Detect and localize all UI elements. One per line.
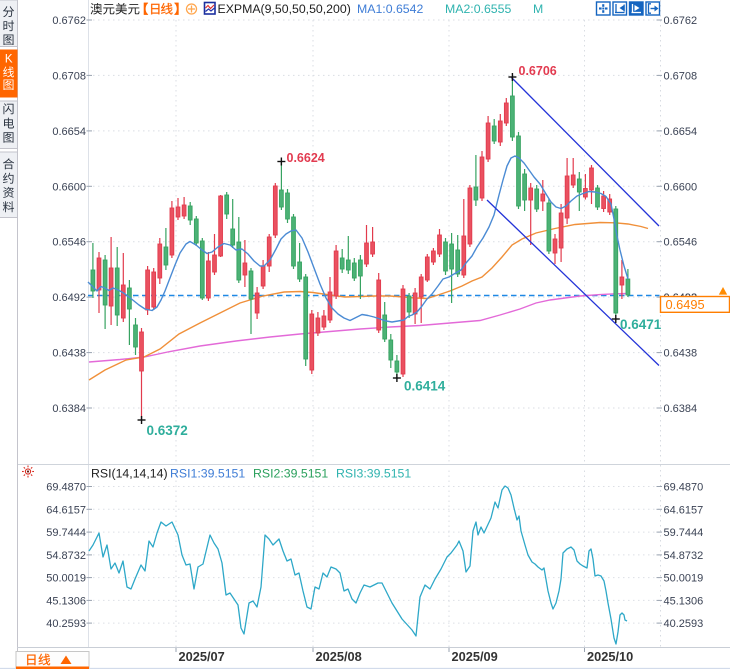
svg-text:MA1:0.6542: MA1:0.6542 [357, 2, 423, 16]
svg-text:2025/10: 2025/10 [587, 649, 633, 664]
svg-text:45.1306: 45.1306 [664, 595, 704, 607]
svg-text:0.6654: 0.6654 [52, 126, 86, 138]
svg-text:59.7444: 59.7444 [664, 527, 704, 539]
svg-text:0.6762: 0.6762 [52, 15, 86, 27]
svg-text:0.6495: 0.6495 [666, 297, 705, 312]
svg-text:45.1306: 45.1306 [46, 595, 86, 607]
svg-text:59.7444: 59.7444 [46, 527, 86, 539]
svg-text:0.6706: 0.6706 [519, 64, 557, 78]
svg-text:RSI3:39.5151: RSI3:39.5151 [336, 467, 411, 481]
svg-text:K: K [5, 54, 13, 66]
svg-text:M: M [533, 2, 543, 16]
svg-text:64.6157: 64.6157 [664, 504, 704, 516]
svg-text:0.6438: 0.6438 [52, 348, 86, 360]
svg-text:0.6762: 0.6762 [664, 15, 698, 27]
svg-text:0.6708: 0.6708 [52, 70, 86, 82]
svg-text:40.2593: 40.2593 [46, 618, 86, 630]
svg-text:EXPMA(9,50,50,50,200): EXPMA(9,50,50,50,200) [218, 2, 351, 16]
svg-text:0.6546: 0.6546 [664, 237, 698, 249]
svg-text:0.6654: 0.6654 [664, 126, 698, 138]
svg-text:0.6708: 0.6708 [664, 70, 698, 82]
svg-text:40.2593: 40.2593 [664, 618, 704, 630]
svg-text:0.6492: 0.6492 [52, 292, 86, 304]
svg-text:69.4870: 69.4870 [664, 482, 704, 494]
svg-text:0.6471: 0.6471 [620, 317, 662, 332]
svg-text:0.6600: 0.6600 [664, 181, 698, 193]
svg-text:0.6624: 0.6624 [287, 151, 325, 165]
svg-text:RSI1:39.5151: RSI1:39.5151 [170, 467, 245, 481]
svg-text:54.8732: 54.8732 [664, 550, 704, 562]
svg-text:2025/08: 2025/08 [316, 649, 362, 664]
svg-text:RSI2:39.5151: RSI2:39.5151 [253, 467, 328, 481]
svg-text:64.6157: 64.6157 [46, 504, 86, 516]
svg-text:50.0019: 50.0019 [664, 573, 704, 585]
svg-text:50.0019: 50.0019 [46, 573, 86, 585]
svg-text:0.6546: 0.6546 [52, 237, 86, 249]
svg-text:2025/07: 2025/07 [179, 649, 225, 664]
svg-text:RSI(14,14,14): RSI(14,14,14) [91, 467, 168, 481]
svg-text:MA2:0.6555: MA2:0.6555 [445, 2, 511, 16]
svg-text:0.6438: 0.6438 [664, 348, 698, 360]
svg-text:54.8732: 54.8732 [46, 550, 86, 562]
svg-text:0.6372: 0.6372 [147, 423, 188, 438]
svg-text:0.6600: 0.6600 [52, 181, 86, 193]
svg-text:0.6384: 0.6384 [52, 403, 86, 415]
svg-text:2025/09: 2025/09 [452, 649, 498, 664]
svg-text:69.4870: 69.4870 [46, 482, 86, 494]
svg-text:0.6384: 0.6384 [664, 403, 698, 415]
svg-text:0.6414: 0.6414 [404, 379, 446, 394]
